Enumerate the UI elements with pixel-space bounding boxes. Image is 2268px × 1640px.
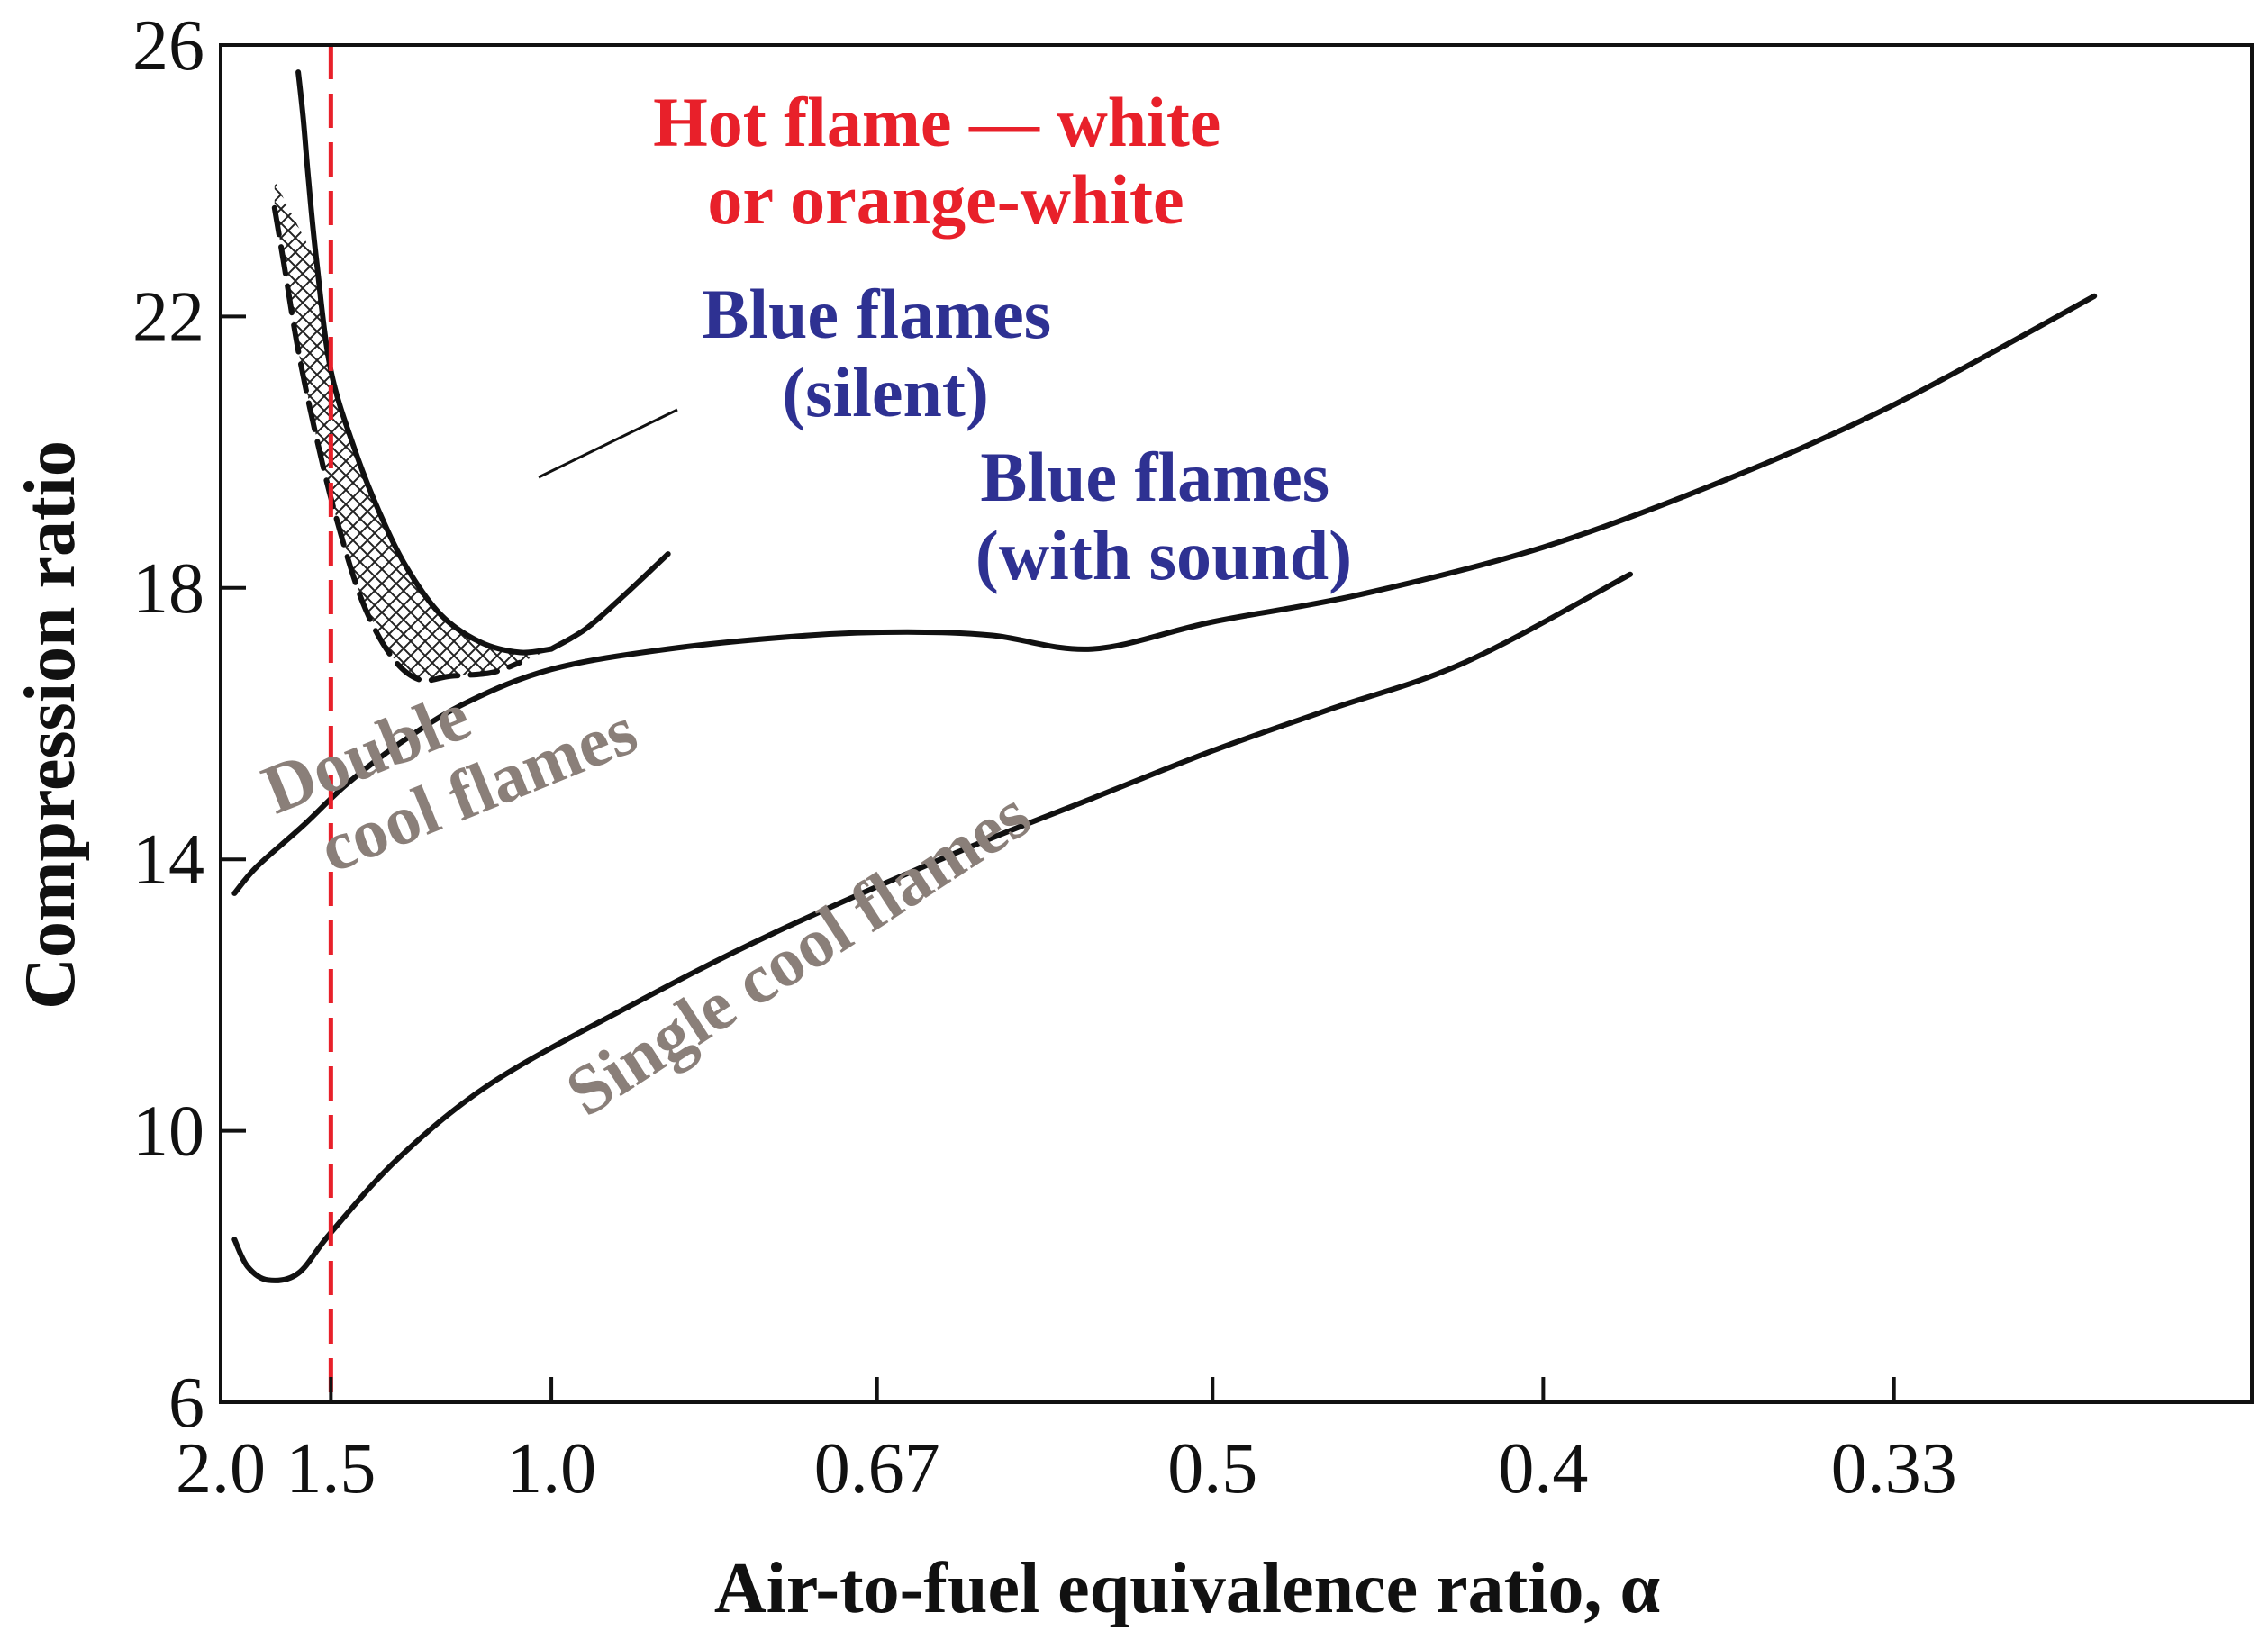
blue-flames-with-sound-upper-curve [549,551,671,652]
double-cool-flames-curve [231,293,2098,896]
annotation-blue-sound-line-1: Blue flames [980,438,1329,516]
x-tick-label: 0.67 [814,1429,940,1509]
x-axis-title: Air-to-fuel equivalence ratio, α [714,1549,1660,1628]
y-axis-title: Compression ratio [11,440,90,1010]
x-tick-label: 0.4 [1498,1429,1588,1509]
annotation-hot-flame-line-2: or orange-white [707,160,1184,239]
annotation-blue-silent-line-2: (silent) [782,353,989,431]
x-tick-label: 1.5 [286,1429,376,1509]
blue-flames-lower-boundary-curve [271,204,523,684]
annotation-single-cool-line-1: Single cool flames [552,775,1043,1131]
single-cool-flames-curve [231,571,1633,1283]
hot-flame-boundary-curve [295,69,555,656]
y-tick-label: 10 [132,1092,204,1172]
x-tick-label: 2.0 [176,1429,266,1509]
x-tick-label: 0.33 [1831,1429,1957,1509]
y-tick-label: 22 [132,277,204,357]
x-tick-label: 0.5 [1167,1429,1257,1509]
annotation-hot-flame-line-1: Hot flame — white [653,83,1220,161]
y-tick-label: 26 [132,6,204,86]
annotation-blue-silent: Blue flames (silent) [702,275,1068,431]
annotation-single-cool-flames: Single cool flames [552,775,1043,1131]
annotation-blue-sound-line-2: (with sound) [975,516,1352,594]
x-tick-label: 1.0 [506,1429,596,1509]
annotation-leader-line [538,408,678,479]
y-tick-label: 18 [132,549,204,629]
annotation-blue-sound: Blue flames (with sound) [975,438,1352,594]
annotation-blue-silent-line-1: Blue flames [702,275,1051,353]
y-tick-label: 6 [168,1364,204,1443]
plot-area-frame [219,43,2254,1404]
annotation-hot-flame: Hot flame — white or orange-white [653,83,1238,239]
y-tick-label: 14 [132,820,204,900]
